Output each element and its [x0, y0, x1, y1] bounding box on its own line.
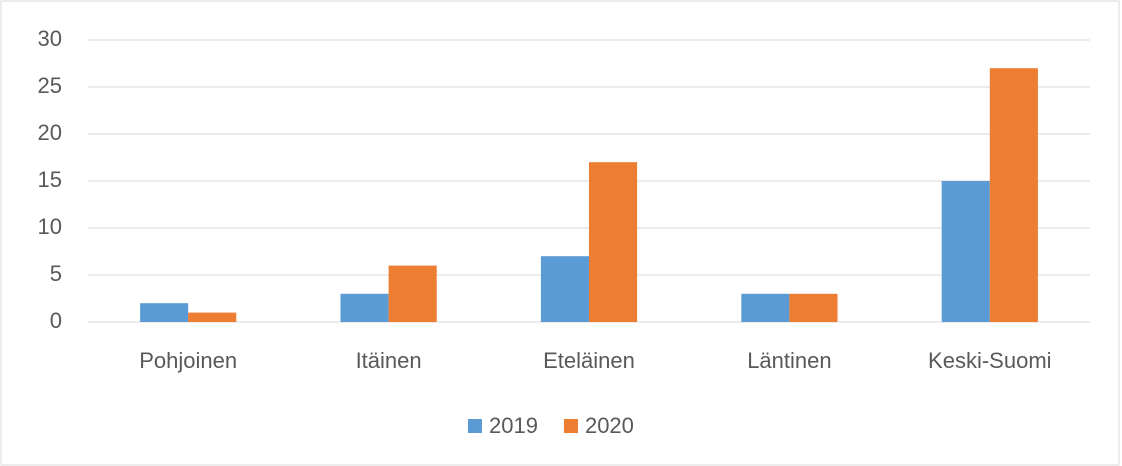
- y-tick-label: 30: [38, 26, 62, 51]
- y-tick-label: 10: [38, 214, 62, 239]
- x-tick-label: Keski-Suomi: [928, 348, 1051, 373]
- bar: [388, 265, 437, 322]
- bar: [789, 293, 838, 322]
- y-tick-label: 20: [38, 120, 62, 145]
- x-tick-label: Itäinen: [356, 348, 422, 373]
- x-tick-label: Läntinen: [747, 348, 831, 373]
- bar: [188, 312, 237, 322]
- legend-swatch: [468, 419, 482, 433]
- legend-label: 2020: [585, 413, 634, 438]
- bar: [589, 162, 638, 322]
- bar: [540, 256, 589, 322]
- y-tick-label: 25: [38, 73, 62, 98]
- legend-swatch: [563, 419, 578, 433]
- x-tick-label: Pohjoinen: [139, 348, 237, 373]
- bar: [941, 181, 990, 322]
- x-tick-label: Eteläinen: [543, 348, 635, 373]
- y-tick-label: 0: [50, 308, 62, 333]
- bar: [741, 293, 790, 322]
- bar: [989, 68, 1038, 322]
- bar: [340, 293, 389, 322]
- y-tick-label: 5: [50, 261, 62, 286]
- legend-label: 2019: [489, 413, 538, 438]
- y-tick-label: 15: [38, 167, 62, 192]
- bar: [140, 303, 189, 322]
